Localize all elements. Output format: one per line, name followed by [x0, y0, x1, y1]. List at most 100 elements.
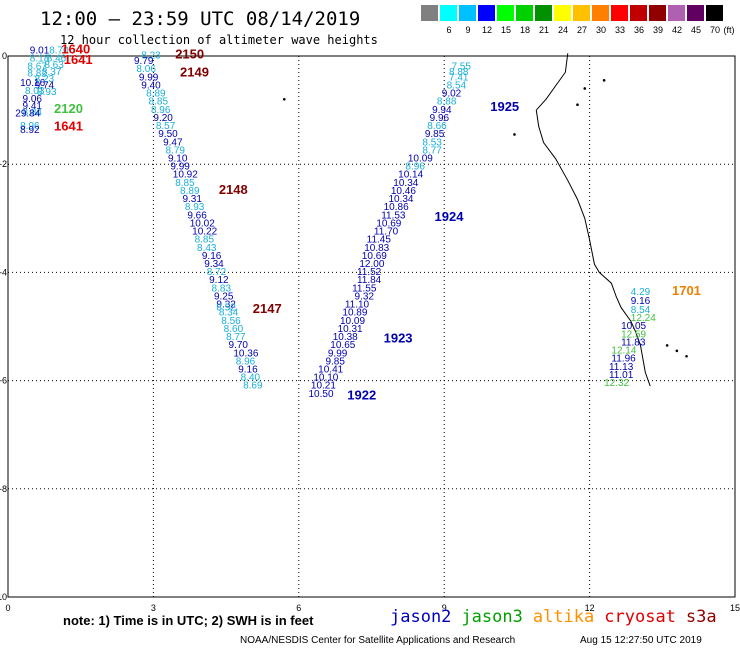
wave-height-label: 9.01: [30, 45, 50, 56]
legend-label: 9: [465, 25, 471, 35]
wave-height-label: 8.77: [422, 145, 442, 156]
wave-height-label: 12.24: [631, 313, 656, 324]
wave-height-label: 11.10: [345, 300, 370, 311]
wave-height-label: 9.32: [216, 300, 236, 311]
wave-height-label: 9.10: [168, 153, 188, 164]
wave-height-label: 8.37: [42, 67, 62, 78]
wave-height-label: 8.96: [20, 121, 40, 132]
x-tick-label: 3: [151, 603, 156, 613]
wave-height-label: 10.34: [393, 178, 418, 189]
legend-label: 21: [538, 25, 549, 35]
wave-height-label: 10.22: [192, 227, 217, 238]
wave-height-label: 8.69: [243, 381, 263, 392]
wave-height-label: 11.83: [621, 337, 646, 348]
wave-height-label: 8.96: [151, 105, 171, 116]
wave-height-label: 8.34: [219, 308, 239, 319]
wave-height-label: 9.34: [204, 259, 224, 270]
satellite-cryosat: cryosat: [604, 607, 676, 627]
island-dot: [685, 354, 688, 358]
wave-height-label: 8.56: [221, 316, 241, 327]
pass-time-label: 1701: [672, 283, 701, 298]
x-tick-label: 15: [730, 603, 740, 613]
satellite-jason2: jason2: [390, 607, 452, 627]
pass-time-label: 2147: [253, 301, 282, 316]
wave-height-label: 11.84: [357, 275, 382, 286]
y-tick-label: -6: [0, 376, 7, 386]
wave-height-label: 11.55: [352, 283, 377, 294]
wave-height-label: 10.69: [376, 218, 401, 229]
wave-height-label: 10.41: [318, 364, 343, 375]
wave-height-label: 9.06: [23, 94, 43, 105]
wave-height-label: 9.99: [139, 72, 159, 83]
wave-height-label: 10.86: [384, 202, 409, 213]
wave-height-label: 10.09: [408, 153, 433, 164]
legend-swatch: [611, 5, 628, 21]
wave-height-label: 11.13: [609, 362, 634, 373]
wave-height-label: 4.29: [631, 287, 651, 298]
wave-height-label: 8.85: [175, 178, 195, 189]
legend-unit: (ft): [723, 25, 735, 35]
pass-time-label: 1924: [435, 209, 465, 224]
legend-swatch: [421, 5, 438, 21]
wave-height-label: 9.85: [325, 356, 345, 367]
wave-height-label: 8.40: [241, 373, 261, 384]
wave-height-label: 8.67: [27, 62, 47, 73]
satellite-s3a: s3a: [685, 607, 717, 627]
footer-credit: NOAA/NESDIS Center for Satellite Applica…: [240, 635, 516, 646]
wave-height-label: 8.79: [166, 145, 186, 156]
footer-timestamp: Aug 15 12:27:50 UTC 2019: [580, 635, 702, 646]
wave-height-label: 9.20: [153, 113, 173, 124]
wave-height-label: 10.31: [338, 324, 363, 335]
pass-time-label: 2150: [175, 47, 204, 62]
legend-swatch: [706, 5, 723, 21]
island-dot: [665, 344, 669, 347]
legend-swatch: [687, 5, 704, 21]
wave-height-label: 9.96: [430, 113, 450, 124]
wave-height-label: 9.79: [134, 56, 154, 67]
wave-height-label: 8.66: [427, 121, 447, 132]
wave-height-label: 10.09: [340, 316, 365, 327]
wave-height-label: 8.96: [236, 356, 256, 367]
wave-height-label: 10.16: [20, 78, 45, 89]
pass-time-label: 2120: [54, 101, 83, 116]
wave-height-label: 8.60: [224, 324, 244, 335]
wave-height-label: 10.05: [621, 321, 646, 332]
wave-height-label: 8.72: [207, 267, 227, 278]
wave-height-label: 8.85: [149, 97, 169, 108]
map-subtitle: 12 hour collection of altimeter wave hei…: [60, 33, 378, 47]
wave-height-label: 8.23: [35, 74, 55, 85]
wave-height-label: 8.70: [49, 45, 69, 56]
wave-height-label: 8.93: [37, 87, 57, 98]
wave-height-label: 8.18: [30, 53, 50, 64]
note-text: note: 1) Time is in UTC; 2) SWH is in fe…: [63, 613, 314, 628]
wave-height-label: 8.82: [27, 69, 47, 80]
wave-height-label: 8.93: [185, 202, 205, 213]
wave-height-label: 12.00: [359, 259, 384, 270]
wave-height-label: 29.84: [15, 109, 40, 120]
legend-swatch: [535, 5, 552, 21]
wave-height-label: 8.23: [141, 51, 161, 62]
island-dot: [602, 79, 606, 82]
legend-label: 33: [614, 25, 625, 35]
pass-time-label: 1640: [61, 41, 90, 56]
legend-swatch: [630, 5, 647, 21]
legend-swatch: [497, 5, 514, 21]
wave-height-label: 11.52: [357, 267, 382, 278]
wave-height-label: 9.50: [158, 129, 178, 140]
legend-label: 42: [671, 25, 682, 35]
wave-height-label: 9.40: [141, 80, 161, 91]
wave-height-label: 10.14: [398, 170, 423, 181]
wave-height-label: 8.54: [631, 305, 651, 316]
wave-height-label: 9.25: [214, 291, 234, 302]
wave-height-label: 8.85: [195, 235, 215, 246]
pass-time-label: 1922: [347, 388, 376, 403]
legend-label: 24: [557, 25, 568, 35]
y-tick-label: -4: [0, 267, 7, 277]
y-tick-label: 0: [2, 51, 7, 61]
wave-height-label: 8.92: [20, 125, 40, 136]
wave-height-label: 9.70: [229, 340, 249, 351]
wave-height-label: 11.70: [374, 227, 399, 238]
map-frame: [7, 55, 736, 598]
wave-height-label: 12.14: [611, 346, 636, 357]
